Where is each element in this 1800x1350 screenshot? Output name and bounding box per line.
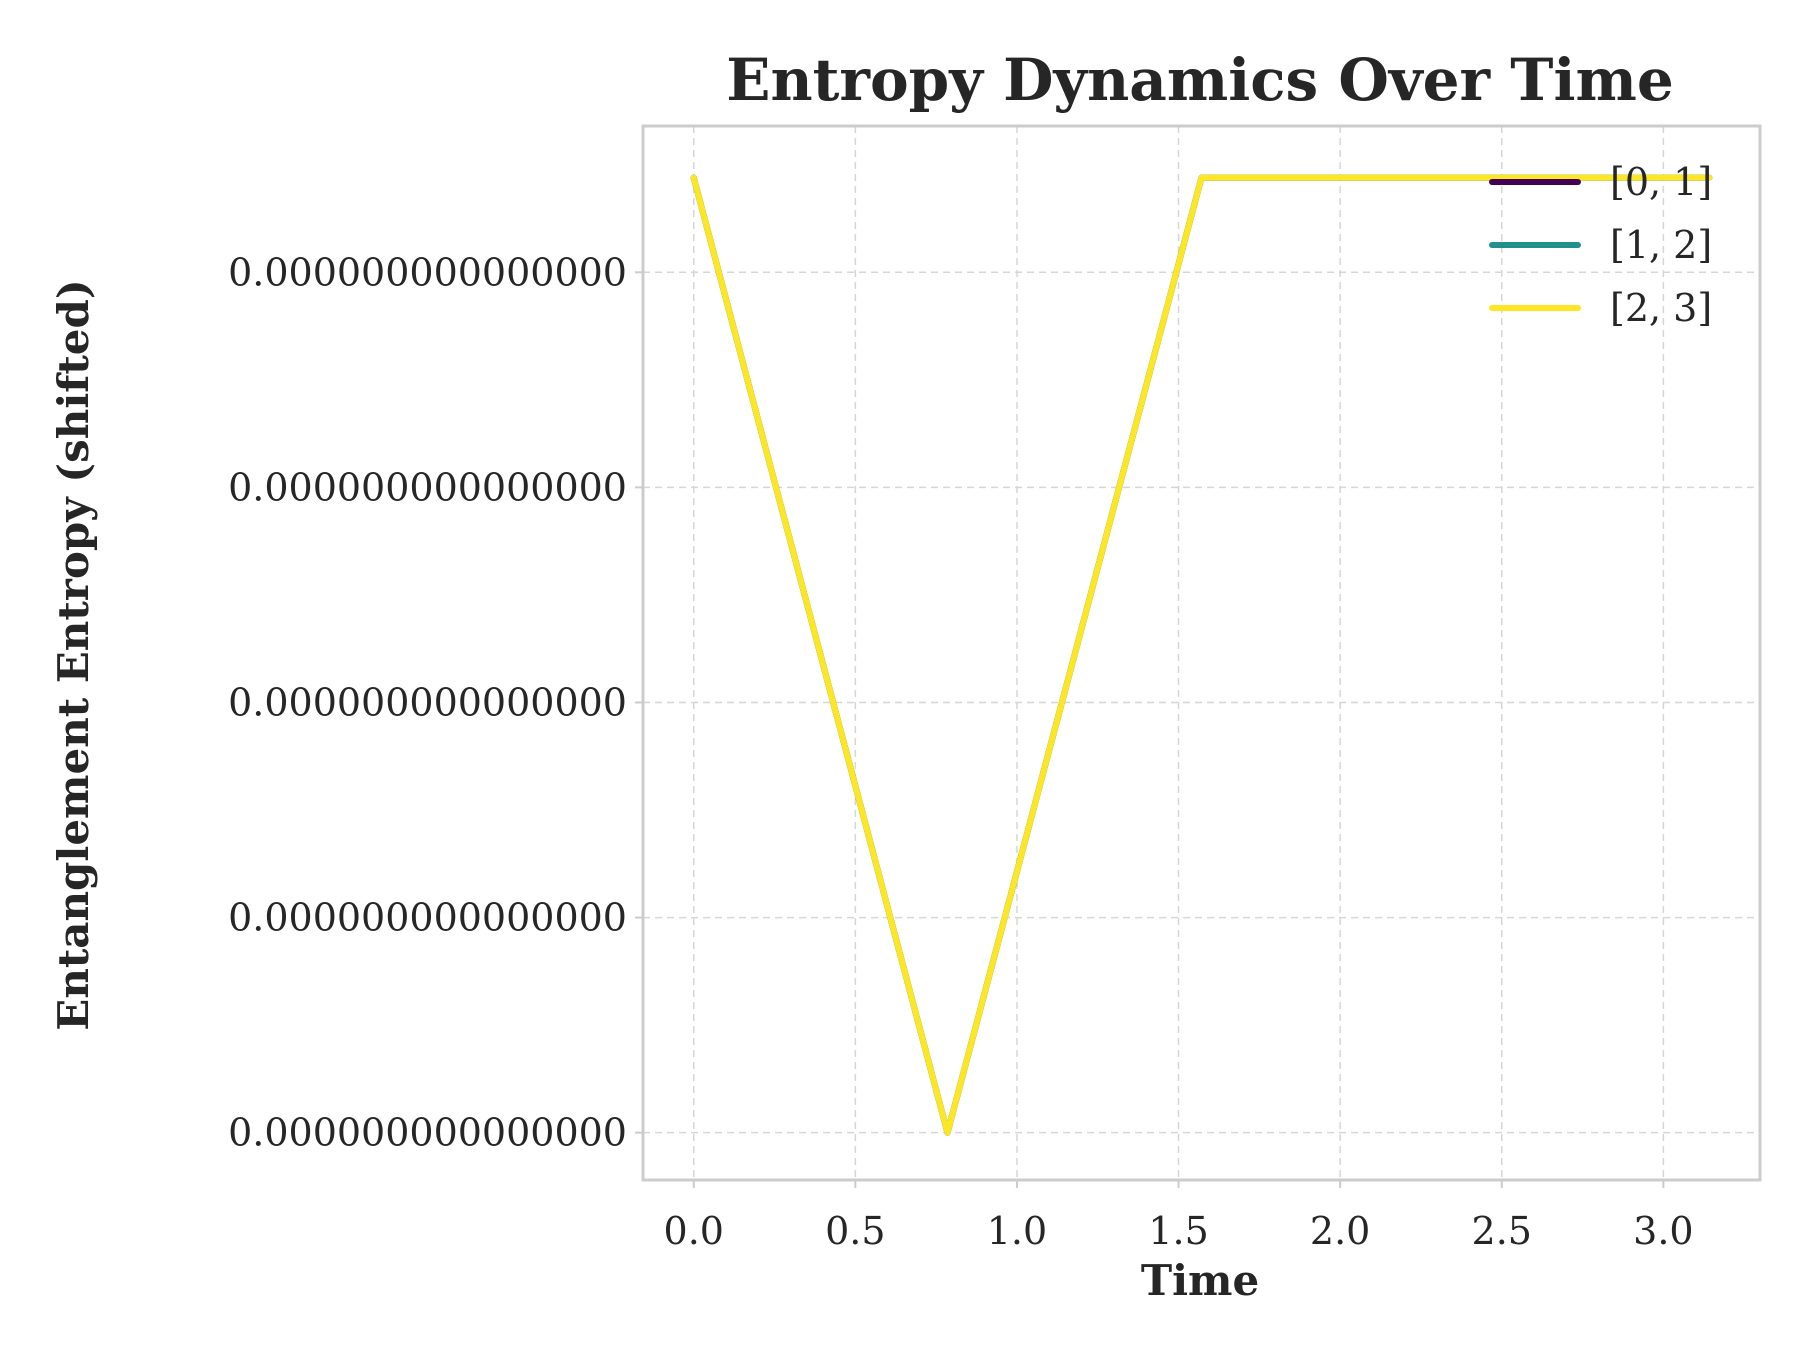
series-lines [690,174,1713,1136]
series-line-2 [690,174,1713,1136]
legend-label-0: [0, 1] [1610,160,1712,204]
x-tick-label: 1.5 [1148,1209,1208,1253]
x-axis-label: Time [1141,1256,1259,1305]
legend-label-1: [1, 2] [1610,223,1712,267]
series-line-1 [690,174,1713,1136]
plot-area [641,124,1762,1182]
y-tick-label: 0.000000000000000 [228,465,627,509]
y-tick-label: 0.000000000000000 [228,250,627,294]
series-line-0 [690,174,1713,1136]
grid [643,126,1760,1180]
chart-title: Entropy Dynamics Over Time [726,46,1674,114]
y-tick-label: 0.000000000000000 [228,680,627,724]
y-tick-label: 0.000000000000000 [228,1111,627,1155]
x-tick-label: 1.0 [987,1209,1047,1253]
y-axis-ticks: 0.000000000000000 0.000000000000000 0.0000… [228,250,643,1155]
legend: [0, 1] [1, 2] [2, 3] [1489,160,1712,330]
x-tick-label: 3.0 [1633,1209,1693,1253]
x-tick-label: 0.0 [664,1209,724,1253]
x-tick-label: 2.5 [1472,1209,1532,1253]
legend-label-2: [2, 3] [1610,286,1712,330]
x-axis-ticks: 0.0 0.5 1.0 1.5 2.0 2.5 3.0 [664,1180,1694,1253]
y-tick-label: 0.000000000000000 [228,896,627,940]
x-tick-label: 2.0 [1310,1209,1370,1253]
x-tick-label: 0.5 [825,1209,885,1253]
y-axis-label: Entanglement Entropy (shifted) [49,279,98,1030]
